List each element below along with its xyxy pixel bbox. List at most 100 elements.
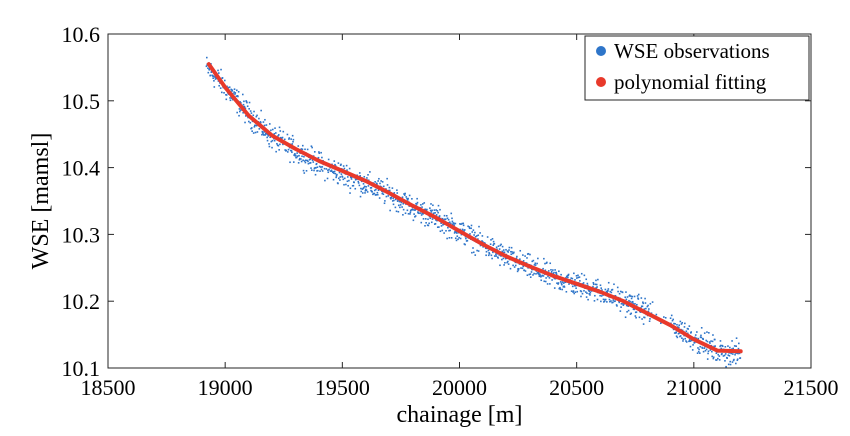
observation-point	[212, 75, 215, 78]
observation-point	[327, 169, 329, 172]
observation-point	[209, 74, 212, 77]
observation-point	[536, 262, 538, 265]
observation-point	[323, 167, 326, 170]
observation-point	[603, 300, 606, 303]
observation-point	[384, 200, 386, 202]
observation-point	[529, 273, 532, 275]
observation-point	[479, 232, 481, 234]
observation-point	[345, 164, 348, 167]
observation-point	[597, 278, 599, 281]
observation-point	[575, 287, 577, 289]
observation-point	[517, 267, 520, 270]
observation-point	[683, 326, 686, 328]
observation-point	[264, 134, 267, 136]
observation-point	[572, 290, 575, 292]
y-tick-label: 10.6	[62, 22, 101, 47]
observation-point	[327, 171, 330, 174]
observation-point	[289, 161, 291, 164]
observation-point	[271, 128, 274, 131]
observation-point	[432, 212, 435, 215]
observation-point	[596, 286, 598, 288]
observation-point	[242, 111, 244, 114]
observation-point	[524, 255, 526, 257]
observation-point	[300, 160, 303, 163]
observation-point	[553, 287, 556, 289]
observation-point	[600, 295, 603, 297]
observation-point	[616, 305, 618, 307]
observation-point	[245, 100, 248, 103]
observation-point	[508, 249, 510, 251]
observation-point	[367, 174, 369, 176]
observation-point	[604, 288, 607, 291]
observation-point	[360, 187, 362, 190]
observation-point	[345, 183, 347, 186]
observation-point	[513, 266, 516, 268]
observation-point	[425, 209, 428, 212]
observation-point	[633, 308, 636, 311]
observation-point	[644, 302, 647, 304]
observation-point	[632, 302, 634, 305]
observation-point	[703, 332, 706, 334]
observation-point	[693, 341, 696, 344]
observation-point	[625, 304, 628, 307]
observation-point	[260, 109, 262, 112]
observation-point	[725, 365, 727, 368]
observation-point	[577, 276, 580, 279]
observation-point	[391, 200, 394, 202]
y-tick-label: 10.2	[62, 289, 101, 314]
observation-point	[286, 133, 289, 136]
observation-point	[719, 345, 721, 348]
observation-point	[544, 262, 546, 265]
observation-point	[353, 181, 355, 184]
observation-point	[574, 291, 577, 293]
observation-point	[416, 201, 419, 204]
observation-point	[389, 209, 391, 212]
observation-point	[671, 319, 674, 322]
observation-point	[539, 274, 541, 277]
observation-point	[580, 272, 583, 275]
observation-point	[641, 305, 644, 308]
observation-point	[709, 342, 711, 344]
observation-point	[562, 282, 565, 284]
observation-point	[563, 286, 566, 288]
observation-point	[446, 217, 449, 220]
observation-point	[427, 224, 430, 227]
observation-point	[557, 282, 560, 284]
observation-point	[549, 283, 551, 285]
observation-point	[523, 269, 526, 272]
observation-point	[251, 130, 253, 132]
observation-point	[301, 148, 304, 151]
observation-point	[440, 222, 442, 225]
observation-point	[450, 237, 453, 239]
observation-point	[731, 361, 734, 363]
observation-point	[421, 203, 424, 205]
observation-point	[330, 169, 333, 172]
observation-point	[684, 322, 686, 325]
observation-point	[319, 166, 322, 168]
observation-point	[546, 283, 549, 285]
observation-point	[570, 290, 573, 292]
observation-point	[497, 245, 500, 247]
observation-point	[468, 226, 471, 228]
observation-point	[712, 334, 714, 336]
observation-point	[273, 133, 276, 135]
observation-point	[680, 323, 683, 325]
observation-point	[294, 153, 296, 155]
observation-point	[643, 316, 646, 319]
observation-point	[313, 169, 315, 172]
observation-point	[497, 257, 499, 259]
observation-point	[223, 79, 226, 82]
observation-point	[640, 297, 643, 299]
observation-point	[626, 311, 628, 313]
observation-point	[490, 239, 492, 241]
observation-point	[620, 303, 623, 305]
observation-point	[555, 271, 558, 274]
observation-point	[462, 222, 465, 225]
observation-point	[477, 250, 480, 252]
observation-point	[278, 149, 280, 151]
observation-point	[472, 251, 475, 254]
observation-point	[374, 181, 376, 183]
observation-point	[237, 90, 240, 93]
observation-point	[406, 199, 409, 201]
observation-point	[249, 110, 252, 112]
